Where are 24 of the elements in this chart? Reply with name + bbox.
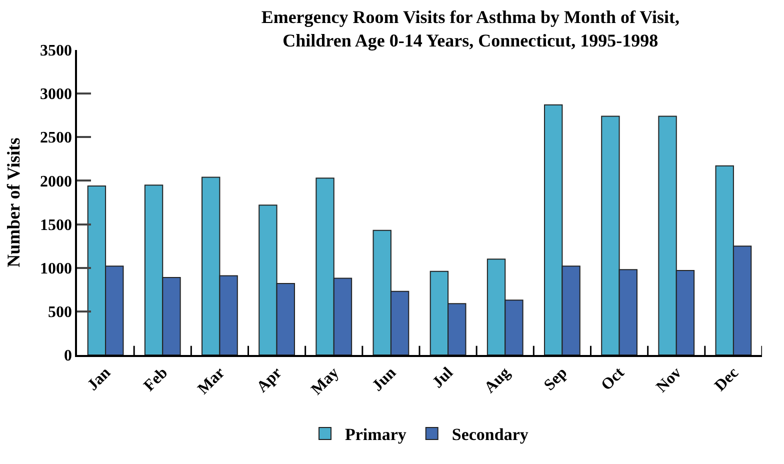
y-tick-label: 1000 [40,260,72,278]
x-tick-label: Feb [140,364,172,395]
y-tick-label: 3500 [40,42,72,60]
legend-label: Secondary [452,425,529,444]
x-tick-label: May [308,364,342,398]
y-tick-label: 0 [64,348,72,365]
x-tick-label: Jun [369,364,400,395]
x-tick-label: Oct [598,364,628,394]
y-tick-label: 3000 [40,86,72,104]
x-tick-label: Jan [84,364,114,394]
chart-title: Emergency Room Visits for Asthma by Month of Visit, Children Age 0-14 Years, Connecticut, 1995-1998 [261,7,680,51]
y-tick-label: 2500 [40,130,72,147]
x-tick-label: Aug [481,364,514,397]
x-tick-label: Dec [712,364,742,395]
x-tick-label: Nov [653,364,685,396]
x-tick-label: Mar [194,364,228,398]
legend-label: Primary [345,425,407,444]
y-tick-label: 500 [48,304,72,322]
x-tick-label: Sep [541,364,571,394]
x-tick-label: Jul [429,364,457,392]
y-tick-label: 2000 [40,173,72,190]
x-tick-label: Apr [254,364,286,396]
y-tick-label: 1500 [40,216,72,234]
y-axis-title: Number of Visits [4,138,24,268]
